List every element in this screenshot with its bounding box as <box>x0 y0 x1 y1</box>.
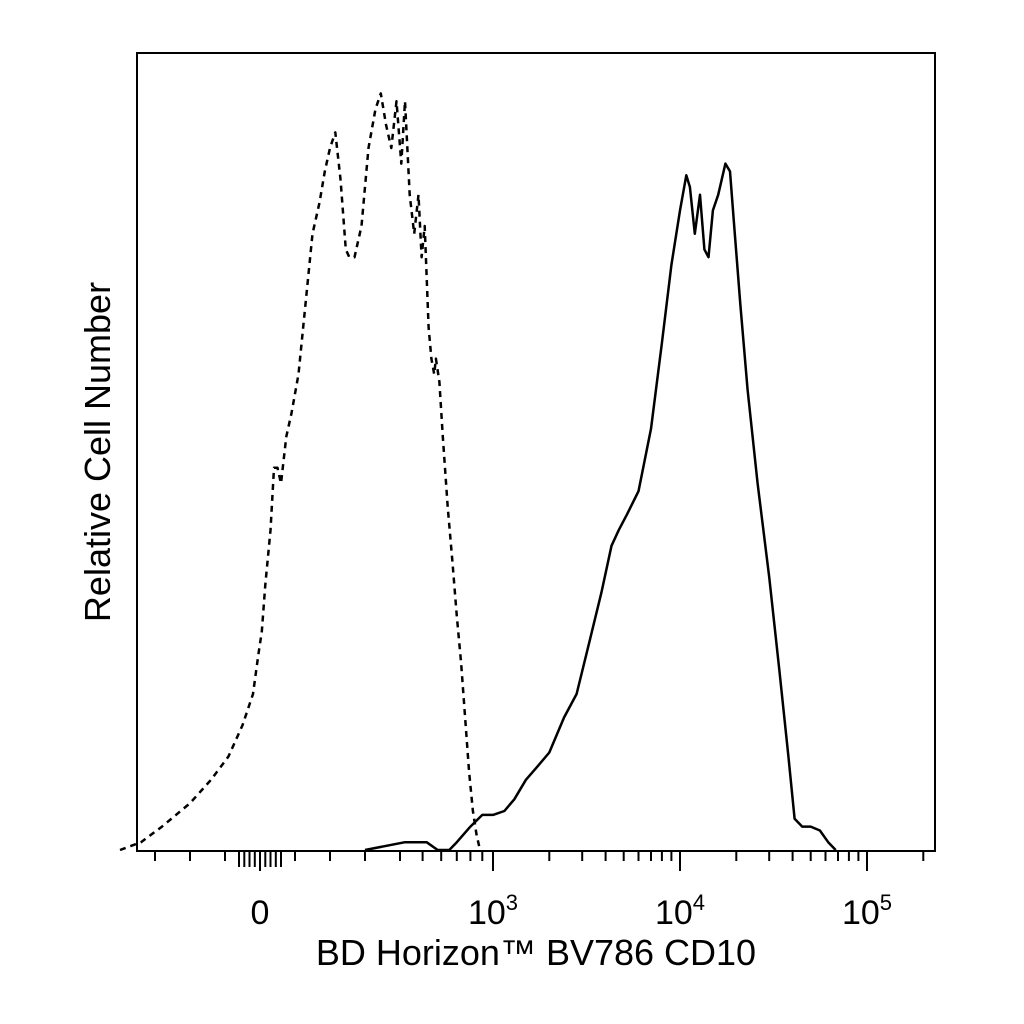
solid-histogram-line <box>364 162 837 852</box>
dashed-histogram-line <box>119 92 482 852</box>
x-tick-label: 105 <box>842 890 892 932</box>
x-tick-label: 0 <box>251 894 270 932</box>
x-axis-tick-labels: 0 103 104 105 <box>251 890 893 932</box>
plot-frame <box>136 52 936 852</box>
y-axis-label: Relative Cell Number <box>77 282 118 622</box>
x-tick-label: 104 <box>655 890 705 932</box>
x-axis-label: BD Horizon™ BV786 CD10 <box>316 932 756 973</box>
x-tick-label: 103 <box>468 890 518 932</box>
x-axis-ticks <box>154 851 925 871</box>
histogram-series <box>119 92 837 852</box>
